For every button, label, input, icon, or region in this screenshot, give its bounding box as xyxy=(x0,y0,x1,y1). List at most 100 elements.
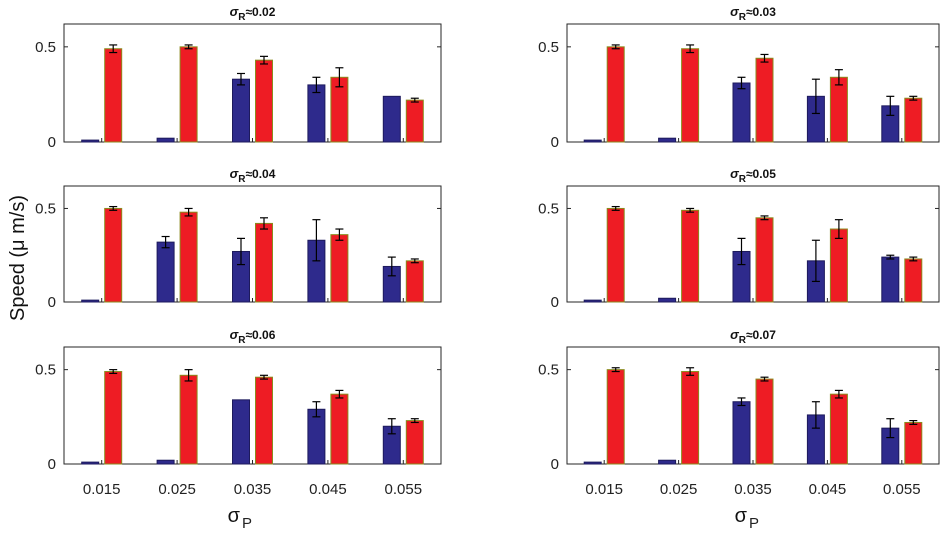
panel-frame xyxy=(63,346,442,465)
blue-bar-0.015 xyxy=(81,299,100,303)
red-bar-0.015 xyxy=(606,207,625,303)
error-bar xyxy=(811,401,820,429)
error-bar xyxy=(335,228,344,241)
error-bar xyxy=(834,69,843,86)
red-bar-0.025 xyxy=(681,209,700,303)
error-bar xyxy=(237,237,245,266)
error-bar xyxy=(260,55,268,65)
panel-2: σR≈0.03 0 0.5 xyxy=(538,4,940,151)
panel-title: σR≈0.05 xyxy=(730,166,776,185)
y-tick-label: 0 xyxy=(48,456,56,473)
y-tick-label: 0 xyxy=(48,294,56,311)
error-bar xyxy=(109,44,118,54)
panel-title-value: 0.07 xyxy=(753,328,777,342)
red-bar-0.025 xyxy=(179,374,198,465)
error-bar xyxy=(737,397,746,407)
x-axis-label-symbol: σ xyxy=(735,505,748,527)
error-bar xyxy=(686,367,695,376)
red-bar-0.055 xyxy=(904,97,923,143)
panel-title-relation: ≈ xyxy=(746,328,753,342)
error-bar xyxy=(686,207,695,213)
panel-title-subscript: R xyxy=(238,335,246,346)
red-bar-0.035 xyxy=(755,57,774,143)
error-bar xyxy=(260,217,268,230)
error-bar xyxy=(260,374,268,380)
error-bar xyxy=(109,205,118,211)
error-bar xyxy=(611,205,620,211)
x-axis-label-left: σ P xyxy=(228,505,252,532)
y-tick-label: 0 xyxy=(551,294,559,311)
panel-title-symbol: σ xyxy=(230,166,240,181)
panel-title-subscript: R xyxy=(238,174,246,185)
panel-5: σR≈0.06 0 0.5 0.015 0.025 0.035 0.045 0.055 xyxy=(35,327,442,498)
blue-bar-0.025 xyxy=(658,459,677,465)
panel-title-subscript: R xyxy=(739,12,747,23)
panel-title: σR≈0.06 xyxy=(230,327,276,346)
error-bar xyxy=(909,256,918,262)
error-bar xyxy=(184,207,193,217)
x-axis-label-subscript: P xyxy=(749,515,759,532)
y-tick-label: 0 xyxy=(551,134,559,151)
panel-title-subscript: R xyxy=(238,12,246,23)
red-bar-0.045 xyxy=(330,234,349,303)
red-bar-0.015 xyxy=(104,48,123,143)
red-bar-0.045 xyxy=(829,228,848,303)
red-bar-0.015 xyxy=(104,371,123,465)
red-bar-0.045 xyxy=(829,393,848,465)
panel-title-relation: ≈ xyxy=(746,167,753,181)
panel-frame xyxy=(566,346,940,465)
blue-bar-0.045 xyxy=(307,408,326,465)
red-bar-0.035 xyxy=(755,378,774,465)
red-bar-0.055 xyxy=(405,99,424,143)
error-bar xyxy=(737,237,746,266)
error-bar xyxy=(237,72,245,86)
panel-title-relation: ≈ xyxy=(245,5,252,19)
error-bar xyxy=(909,95,918,101)
blue-bar-0.025 xyxy=(156,137,175,143)
error-bar xyxy=(184,44,193,50)
panel-title-value: 0.04 xyxy=(252,167,276,181)
error-bar xyxy=(886,418,895,439)
x-tick-label: 0.015 xyxy=(585,481,623,498)
error-bar xyxy=(387,418,396,435)
error-bar xyxy=(760,376,769,382)
blue-bar-0.055 xyxy=(382,95,401,143)
error-bar xyxy=(109,369,118,375)
panels-group: σR≈0.0200.5σR≈0.0300.5σR≈0.0400.5σR≈0.05… xyxy=(35,4,940,498)
x-axis-label-symbol: σ xyxy=(228,505,241,527)
error-bar xyxy=(886,254,895,260)
error-bar xyxy=(410,97,419,103)
error-bar xyxy=(312,401,321,418)
error-bar xyxy=(834,219,843,239)
x-tick-label: 0.035 xyxy=(234,481,272,498)
blue-bar-0.025 xyxy=(658,137,677,143)
red-bar-0.045 xyxy=(330,393,349,465)
error-bar xyxy=(811,239,820,283)
x-tick-label: 0.035 xyxy=(734,481,772,498)
blue-bar-0.015 xyxy=(583,299,602,303)
blue-bar-0.015 xyxy=(583,139,602,143)
error-bar xyxy=(312,76,321,94)
red-bar-0.025 xyxy=(681,371,700,465)
red-bar-0.025 xyxy=(179,211,198,303)
panel-frame xyxy=(63,185,442,303)
error-bar xyxy=(737,76,746,90)
error-bar xyxy=(161,235,170,249)
x-tick-label: 0.045 xyxy=(309,481,347,498)
panel-1: σR≈0.02 0 0.5 xyxy=(35,4,442,151)
red-bar-0.055 xyxy=(904,258,923,303)
blue-bar-0.035 xyxy=(232,78,250,143)
blue-bar-0.035 xyxy=(732,82,751,143)
panel-6: σR≈0.07 0 0.5 0.015 0.025 0.035 0.045 0.055 xyxy=(538,327,940,498)
error-bar xyxy=(760,215,769,221)
blue-bar-0.015 xyxy=(81,139,100,143)
red-bar-0.055 xyxy=(405,260,424,303)
red-bar-0.035 xyxy=(255,222,273,303)
y-tick-label: 0.5 xyxy=(538,39,559,56)
blue-bar-0.025 xyxy=(658,297,677,303)
panel-3: σR≈0.04 0 0.5 xyxy=(35,166,442,311)
y-tick-label: 0.5 xyxy=(538,200,559,217)
red-bar-0.035 xyxy=(755,217,774,303)
panel-title-value: 0.02 xyxy=(252,5,276,19)
